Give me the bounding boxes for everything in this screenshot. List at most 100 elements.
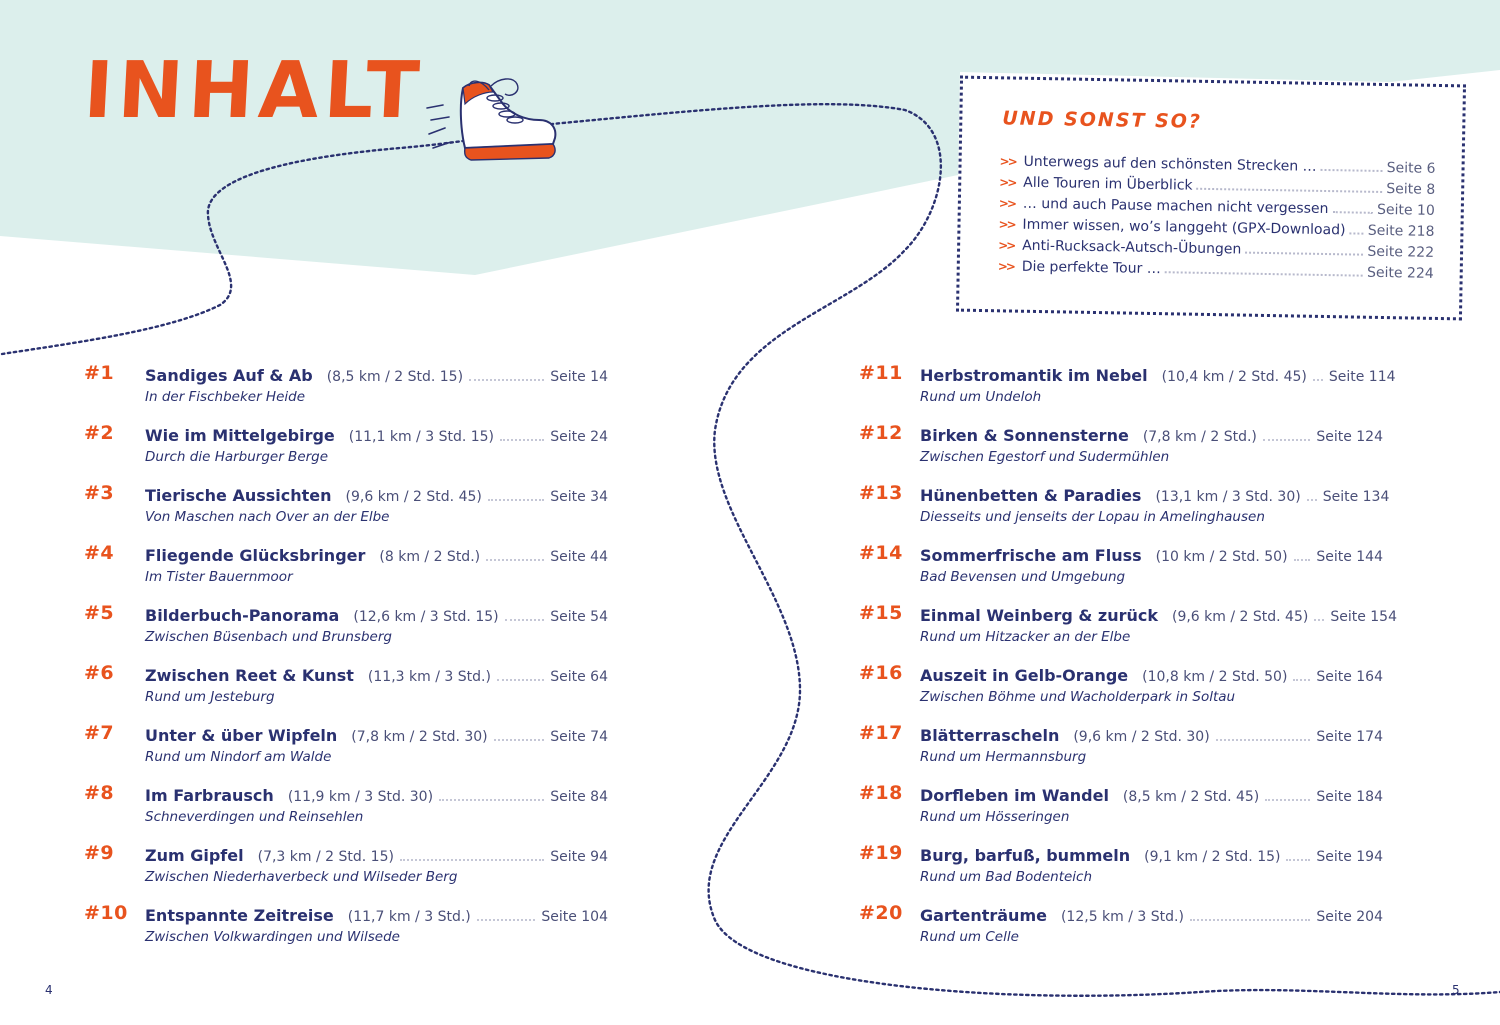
tour-entry[interactable]: #5 Bilderbuch-Panorama (12,6 km / 3 Std.…: [84, 602, 608, 662]
extras-box: UND SONST SO? >> Unterwegs auf den schön…: [955, 75, 1467, 321]
page-title: INHALT: [81, 46, 427, 136]
tour-page: Seite 104: [541, 909, 608, 925]
tour-line: Einmal Weinberg & zurück (9,6 km / 2 Std…: [920, 606, 1397, 625]
tour-distance-duration: (9,1 km / 2 Std. 15): [1144, 849, 1281, 865]
tour-distance-duration: (11,3 km / 3 Std.): [367, 669, 491, 685]
tour-distance-duration: (10,4 km / 2 Std. 45): [1161, 369, 1307, 385]
tour-entry[interactable]: #19 Burg, barfuß, bummeln (9,1 km / 2 St…: [859, 842, 1383, 902]
tour-subtitle: Rund um Hermannsburg: [920, 749, 1087, 765]
tour-entry[interactable]: #13 Hünenbetten & Paradies (13,1 km / 3 …: [859, 482, 1389, 542]
tour-title: Tierische Aussichten: [145, 486, 332, 505]
dot-leader: [476, 919, 536, 921]
extras-item-label: Anti-Rucksack-Autsch-Übungen: [1021, 237, 1242, 258]
tour-entry[interactable]: #18 Dorfleben im Wandel (8,5 km / 2 Std.…: [859, 782, 1383, 842]
tour-title: Unter & über Wipfeln: [145, 726, 338, 745]
dot-leader: [1245, 251, 1364, 256]
tour-page: Seite 114: [1328, 369, 1396, 385]
tour-entry[interactable]: #11 Herbstromantik im Nebel (10,4 km / 2…: [859, 362, 1396, 422]
tour-page: Seite 154: [1330, 609, 1397, 625]
tour-entry[interactable]: #12 Birken & Sonnensterne (7,8 km / 2 St…: [859, 422, 1383, 482]
tour-number: #10: [84, 902, 128, 924]
tour-page: Seite 124: [1316, 429, 1383, 445]
tour-line: Bilderbuch-Panorama (12,6 km / 3 Std. 15…: [145, 606, 608, 625]
tour-subtitle: Rund um Undeloh: [920, 389, 1042, 405]
tour-entry[interactable]: #15 Einmal Weinberg & zurück (9,6 km / 2…: [859, 602, 1397, 662]
tour-title: Zwischen Reet & Kunst: [145, 666, 354, 685]
dot-leader: [439, 799, 545, 801]
double-chevron-right-icon: >>: [998, 238, 1015, 253]
tour-line: Sandiges Auf & Ab (8,5 km / 2 Std. 15) S…: [145, 366, 608, 385]
tour-number: #4: [84, 542, 115, 564]
tour-entry[interactable]: #16 Auszeit in Gelb-Orange (10,8 km / 2 …: [859, 662, 1383, 722]
tour-entry[interactable]: #17 Blätterrascheln (9,6 km / 2 Std. 30)…: [859, 722, 1383, 782]
tour-subtitle: Durch die Harburger Berge: [145, 449, 329, 465]
tour-distance-duration: (10,8 km / 2 Std. 50): [1142, 669, 1288, 685]
dot-leader: [1265, 799, 1311, 801]
tour-entry[interactable]: #20 Gartenträume (12,5 km / 3 Std.) Seit…: [859, 902, 1383, 962]
dot-leader: [1349, 232, 1364, 235]
tour-title: Burg, barfuß, bummeln: [920, 846, 1131, 865]
tour-page: Seite 84: [550, 789, 608, 805]
tour-number: #15: [859, 602, 903, 624]
extras-item-page: Seite 218: [1367, 222, 1435, 240]
tour-title: Fliegende Glücksbringer: [145, 546, 366, 565]
tour-entry[interactable]: #1 Sandiges Auf & Ab (8,5 km / 2 Std. 15…: [84, 362, 608, 422]
tour-entry[interactable]: #7 Unter & über Wipfeln (7,8 km / 2 Std.…: [84, 722, 608, 782]
tour-subtitle: Im Tister Bauernmoor: [145, 569, 293, 585]
extras-title: UND SONST SO?: [1002, 107, 1203, 133]
tour-distance-duration: (13,1 km / 3 Std. 30): [1155, 489, 1301, 505]
tour-number: #16: [859, 662, 903, 684]
tour-entry[interactable]: #6 Zwischen Reet & Kunst (11,3 km / 3 St…: [84, 662, 608, 722]
tour-page: Seite 14: [550, 369, 608, 385]
tour-entry[interactable]: #10 Entspannte Zeitreise (11,7 km / 3 St…: [84, 902, 608, 962]
tour-subtitle: Zwischen Volkwardingen und Wilsede: [145, 929, 400, 945]
page-number-left: 4: [45, 983, 53, 997]
tour-entry[interactable]: #14 Sommerfrische am Fluss (10 km / 2 St…: [859, 542, 1383, 602]
tour-number: #6: [84, 662, 115, 684]
tour-distance-duration: (11,1 km / 3 Std. 15): [348, 429, 495, 445]
tour-distance-duration: (9,6 km / 2 Std. 45): [345, 489, 482, 505]
tour-subtitle: Von Maschen nach Over an der Elbe: [145, 509, 390, 525]
tour-number: #19: [859, 842, 903, 864]
double-chevron-right-icon: >>: [998, 217, 1015, 232]
tour-line: Gartenträume (12,5 km / 3 Std.) Seite 20…: [920, 906, 1383, 925]
tour-distance-duration: (11,9 km / 3 Std. 30): [287, 789, 434, 805]
tour-title: Birken & Sonnensterne: [920, 426, 1129, 445]
tour-subtitle: Rund um Celle: [920, 929, 1019, 945]
tour-entry[interactable]: #9 Zum Gipfel (7,3 km / 2 Std. 15) Seite…: [84, 842, 608, 902]
tour-page: Seite 174: [1316, 729, 1383, 745]
tour-distance-duration: (11,7 km / 3 Std.): [347, 909, 471, 925]
hiking-boot-icon: [426, 78, 557, 161]
tour-title: Sommerfrische am Fluss: [920, 546, 1142, 565]
tour-entry[interactable]: #3 Tierische Aussichten (9,6 km / 2 Std.…: [84, 482, 608, 542]
tour-number: #11: [859, 362, 903, 384]
tour-entry[interactable]: #8 Im Farbrausch (11,9 km / 3 Std. 30) S…: [84, 782, 608, 842]
tour-line: Wie im Mittelgebirge (11,1 km / 3 Std. 1…: [145, 426, 608, 445]
extras-item-label: Die perfekte Tour …: [1021, 258, 1161, 278]
tour-subtitle: Zwischen Niederhaverbeck und Wilseder Be…: [145, 869, 458, 885]
tour-subtitle: Rund um Bad Bodenteich: [920, 869, 1093, 885]
extras-item-label: Unterwegs auf den schönsten Strecken …: [1023, 153, 1317, 175]
tour-title: Sandiges Auf & Ab: [145, 366, 313, 385]
dot-leader: [1312, 379, 1323, 381]
tour-entry[interactable]: #2 Wie im Mittelgebirge (11,1 km / 3 Std…: [84, 422, 608, 482]
dot-leader: [1196, 187, 1383, 193]
dot-leader: [496, 679, 545, 681]
tour-number: #17: [859, 722, 903, 744]
tour-subtitle: Rund um Hösseringen: [920, 809, 1070, 825]
tour-subtitle: Schneverdingen und Reinsehlen: [145, 809, 364, 825]
tour-title: Gartenträume: [920, 906, 1047, 925]
extras-item-page: Seite 224: [1366, 264, 1434, 282]
tour-line: Blätterrascheln (9,6 km / 2 Std. 30) Sei…: [920, 726, 1383, 745]
dot-leader: [1320, 168, 1383, 172]
tour-page: Seite 184: [1316, 789, 1383, 805]
tour-distance-duration: (9,6 km / 2 Std. 45): [1171, 609, 1309, 625]
tour-number: #5: [84, 602, 115, 624]
tour-number: #9: [84, 842, 115, 864]
tour-subtitle: Zwischen Egestorf und Sudermühlen: [920, 449, 1170, 465]
tour-page: Seite 34: [550, 489, 608, 505]
extras-item-page: Seite 222: [1367, 243, 1435, 261]
tour-line: Birken & Sonnensterne (7,8 km / 2 Std.) …: [920, 426, 1383, 445]
tour-entry[interactable]: #4 Fliegende Glücksbringer (8 km / 2 Std…: [84, 542, 608, 602]
tour-page: Seite 194: [1316, 849, 1383, 865]
